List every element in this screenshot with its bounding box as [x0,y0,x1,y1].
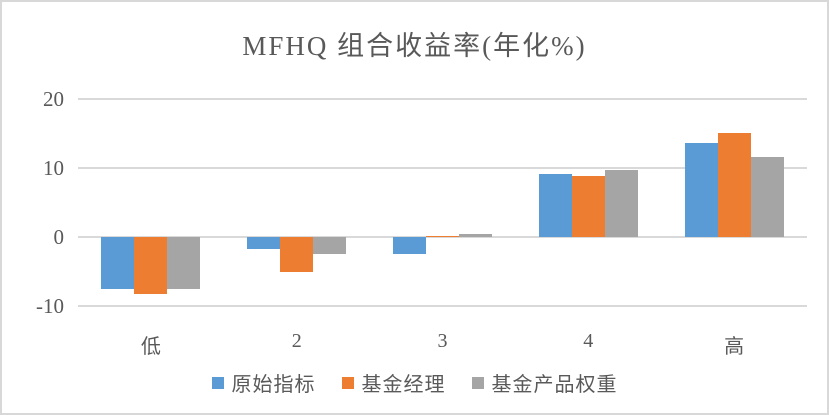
bar [426,236,459,238]
bar [459,233,492,237]
x-axis-category-label: 2 [291,330,302,352]
legend-label: 基金产品权重 [491,374,618,396]
x-axis-category-label: 4 [583,330,594,352]
gridline [78,305,807,307]
bar [684,143,718,237]
gridline [78,98,807,100]
y-axis-tick-label: 20 [43,87,64,111]
y-axis-tick-label: 0 [53,225,65,249]
y-axis-tick-label: 10 [43,156,64,180]
bar [101,237,135,289]
legend-item: 基金经理 [341,368,446,397]
legend-item: 基金产品权重 [471,368,618,397]
bar [393,237,426,255]
x-axis-category-label: 低 [140,336,161,358]
bar [247,237,281,249]
legend-swatch-icon [341,376,354,389]
y-axis-tick-label: -10 [36,294,64,318]
bar [280,237,314,273]
legend-label: 基金经理 [361,374,446,396]
legend-label: 原始指标 [231,374,316,396]
x-axis-category-label: 3 [437,330,448,352]
legend: 原始指标 基金经理 基金产品权重 [2,368,827,397]
legend-swatch-icon [471,376,484,389]
bar [571,176,605,237]
legend-item: 原始指标 [211,368,316,397]
legend-swatch-icon [211,376,224,389]
x-axis-category-label: 高 [724,336,745,358]
bar [313,237,347,255]
bar [134,237,168,295]
gridline [78,167,807,169]
bar [750,156,784,237]
bar [538,173,572,237]
bar [604,170,638,237]
bar [167,237,201,289]
chart-title: MFHQ 组合收益率(年化%) [242,31,587,61]
bar [717,132,751,237]
